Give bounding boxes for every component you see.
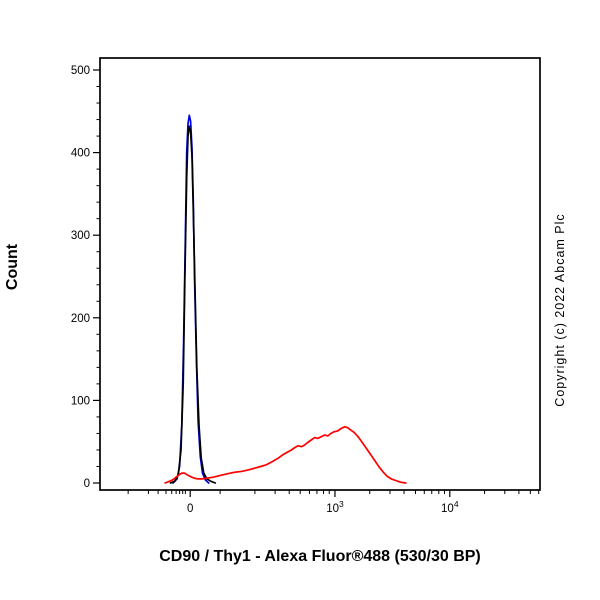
y-tick-label: 300 — [71, 230, 90, 242]
plot-border — [99, 57, 541, 491]
x-tick-label: 104 — [441, 499, 459, 515]
x-axis-caption: CD90 / Thy1 - Alexa Fluor®488 (530/30 BP… — [159, 548, 481, 565]
series-line-black-control-peak — [169, 125, 217, 484]
x-tick-label: 0 — [187, 503, 193, 515]
y-tick-label: 200 — [71, 313, 90, 325]
y-tick-label: 500 — [71, 65, 90, 77]
copyright-notice: Copyright (c) 2022 Abcam Plc — [553, 213, 567, 407]
y-tick-label: 400 — [71, 148, 90, 160]
series-line-red-cd90-positive — [164, 425, 407, 484]
x-tick-label: 103 — [326, 499, 344, 515]
series-line-blue-control-peak — [172, 114, 210, 484]
y-tick-label: 100 — [71, 395, 90, 407]
y-tick-label: 0 — [84, 478, 90, 490]
